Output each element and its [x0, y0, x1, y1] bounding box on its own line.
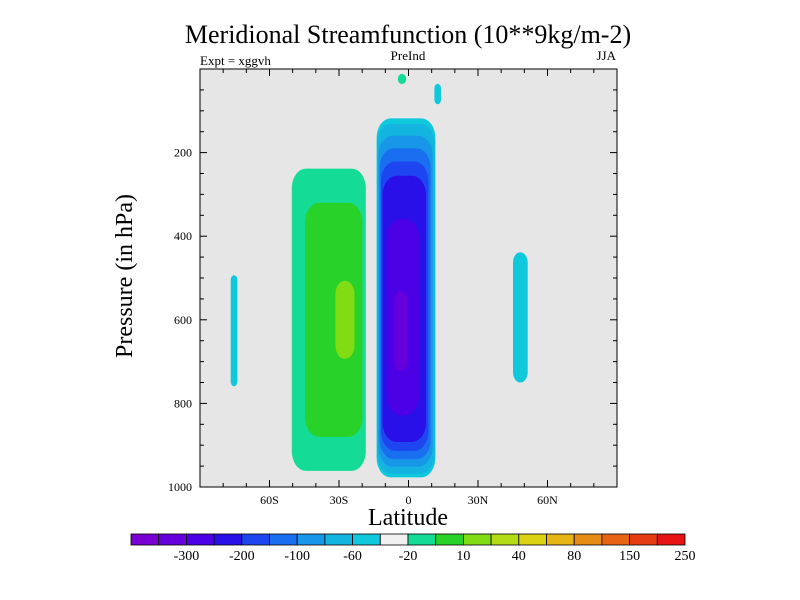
colorbar-label: -60 [343, 549, 362, 564]
colorbar-swatch [518, 533, 547, 546]
southern-ferrel-cell [230, 275, 238, 387]
y-axis-label: Pressure (in hPa) [112, 194, 138, 358]
colorbar-swatch [629, 533, 658, 546]
x-tick-label: 30N [468, 493, 489, 507]
plot-area [199, 68, 618, 488]
x-tick-label: 60N [537, 493, 558, 507]
colorbar-swatch [656, 533, 686, 546]
colorbar-swatch [324, 533, 353, 546]
colorbar-label: 40 [512, 549, 526, 564]
contour-band [230, 275, 238, 387]
colorbar-label: 250 [675, 549, 696, 564]
colorbar: -300 -200 -100 -60 -20 10 40 80 150 250 [130, 533, 696, 564]
colorbar-swatch [352, 533, 381, 546]
colorbar-swatch [490, 533, 520, 546]
season-label: JJA [596, 48, 616, 63]
colorbar-swatch [185, 533, 215, 546]
colorbar-label: 80 [567, 549, 581, 564]
x-tick-label: 0 [406, 493, 412, 507]
tropical-northern-negative-strip [434, 83, 441, 105]
experiment-label: Expt = xggvh [200, 53, 271, 68]
colorbar-label: -300 [174, 549, 200, 564]
colorbar-label: -100 [284, 549, 310, 564]
southern-hemisphere-hadley-cell [291, 168, 366, 471]
y-tick-label: 800 [174, 396, 192, 410]
colorbar-label: 150 [619, 549, 640, 564]
colorbar-swatch [435, 533, 464, 546]
y-tick-label: 200 [174, 146, 192, 160]
contour-band [397, 73, 407, 85]
colorbar-label: 10 [456, 549, 470, 564]
colorbar-swatch [296, 533, 326, 546]
colorbar-label: -20 [399, 549, 418, 564]
period-label: PreInd [391, 48, 426, 63]
x-axis: 60S 30S 0 30N 60N [222, 69, 595, 507]
y-tick-label: 1000 [168, 480, 192, 494]
stratospheric-positive-cell [397, 73, 407, 85]
y-tick-label: 600 [174, 313, 192, 327]
colorbar-swatch [158, 533, 187, 546]
contour-band [335, 280, 355, 359]
x-axis-label: Latitude [368, 505, 448, 531]
colorbar-swatch [546, 533, 575, 546]
equatorial-winter-hadley-cell [376, 118, 436, 478]
y-tick-label: 400 [174, 229, 192, 243]
colorbar-swatch [462, 533, 492, 546]
contour-band [513, 252, 528, 383]
colorbar-swatch [379, 533, 409, 546]
contour-band [394, 291, 408, 372]
colorbar-swatch [130, 533, 160, 546]
colorbar-swatch [241, 533, 270, 546]
colorbar-swatch [407, 533, 437, 546]
northern-ferrel-cell [513, 252, 528, 383]
contour-band [434, 83, 441, 105]
contour-band [305, 202, 363, 437]
y-axis: 200 400 600 800 1000 [168, 89, 617, 494]
chart-title: Meridional Streamfunction (10**9kg/m-2) [185, 20, 631, 49]
colorbar-swatch [213, 533, 243, 546]
colorbar-swatch [601, 533, 631, 546]
colorbar-label: -200 [229, 549, 255, 564]
colorbar-swatch [269, 533, 298, 546]
colorbar-swatch [573, 533, 603, 546]
x-tick-label: 30S [330, 493, 349, 507]
x-tick-label: 60S [260, 493, 279, 507]
